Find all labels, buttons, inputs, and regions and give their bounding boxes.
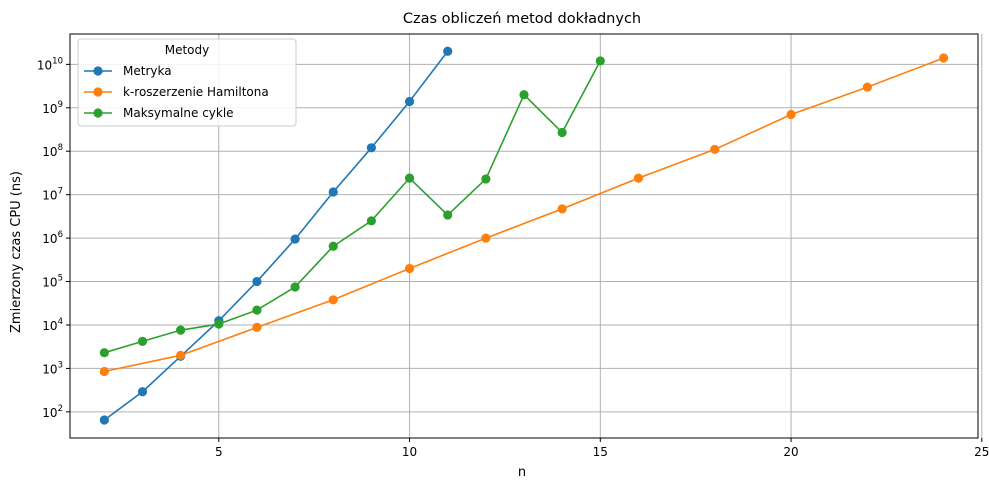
chart-title: Czas obliczeń metod dokładnych	[403, 11, 641, 27]
y-tick-exponent: 8	[58, 143, 63, 153]
data-point	[252, 276, 262, 287]
data-point	[939, 53, 949, 63]
y-tick-exponent: 5	[58, 274, 63, 284]
x-axis-label: n	[518, 465, 526, 480]
series-line	[103, 50, 449, 421]
series-line	[104, 60, 602, 354]
y-tick-base: 10	[42, 362, 57, 376]
data-point	[443, 46, 453, 56]
y-tick-exponent: 4	[58, 317, 63, 327]
y-tick-base: 10	[37, 58, 52, 72]
y-tick-base: 10	[42, 406, 57, 420]
data-point	[519, 90, 529, 100]
y-tick-exponent: 9	[58, 100, 63, 110]
y-tick-exponent: 10	[52, 56, 63, 66]
data-point	[99, 415, 109, 425]
data-point	[176, 325, 186, 335]
x-tick-label: 25	[974, 445, 989, 459]
legend-swatch-marker	[93, 108, 103, 118]
data-point	[214, 319, 224, 329]
legend-entry-label: Maksymalne cykle	[123, 106, 234, 120]
data-point	[137, 336, 148, 346]
data-point	[176, 350, 186, 360]
data-point	[252, 322, 262, 332]
y-tick-exponent: 3	[58, 360, 63, 370]
legend-entry-label: Metryka	[123, 64, 172, 78]
data-point	[481, 233, 491, 243]
data-point	[862, 82, 872, 92]
series-2	[99, 56, 605, 358]
x-tick-label: 10	[402, 445, 417, 459]
data-point	[252, 305, 262, 315]
y-tick-label: 105	[42, 274, 63, 290]
legend: Metody Metryka k-roszerzenie Hamiltona Maks…	[77, 38, 297, 127]
y-tick-base: 10	[42, 102, 57, 116]
data-point	[710, 144, 720, 155]
y-tick-exponent: 6	[58, 230, 63, 240]
data-point	[328, 295, 338, 305]
y-tick-label: 107	[42, 187, 63, 203]
data-point	[366, 143, 376, 153]
data-point	[290, 234, 300, 244]
y-tick-base: 10	[42, 319, 57, 333]
data-point	[404, 96, 415, 107]
y-axis-label: Zmierzony czas CPU (ns)	[9, 171, 24, 333]
x-axis: 5 10 15 20 25	[215, 438, 989, 459]
y-tick-exponent: 7	[58, 187, 63, 197]
data-point	[137, 387, 148, 397]
x-tick-label: 15	[593, 445, 608, 459]
y-tick-base: 10	[42, 232, 57, 246]
series-layer	[99, 46, 949, 425]
x-tick-label: 5	[215, 445, 223, 459]
data-point	[328, 241, 338, 251]
data-point	[328, 187, 338, 197]
y-tick-base: 10	[42, 189, 57, 203]
data-point	[633, 173, 644, 183]
y-tick-exponent: 2	[58, 404, 63, 414]
data-point	[99, 348, 109, 358]
plot-frame	[69, 33, 979, 439]
y-tick-base: 10	[42, 145, 57, 159]
x-tick-label: 20	[783, 445, 798, 459]
data-point	[443, 210, 453, 220]
data-point	[786, 109, 796, 120]
data-point	[290, 282, 300, 292]
legend-box	[77, 38, 297, 127]
data-point	[404, 173, 415, 183]
y-tick-label: 108	[42, 143, 63, 159]
y-tick-label: 1010	[37, 56, 63, 72]
y-tick-label: 104	[42, 317, 63, 333]
y-tick-label: 102	[42, 404, 63, 420]
data-point	[595, 56, 605, 66]
legend-swatch-marker	[93, 87, 103, 97]
y-tick-base: 10	[42, 276, 57, 290]
series-1	[99, 53, 949, 377]
legend-entry-label: k-roszerzenie Hamiltona	[123, 85, 269, 99]
y-tick-label: 106	[42, 230, 63, 246]
y-tick-label: 103	[42, 360, 63, 376]
data-point	[404, 263, 415, 274]
legend-swatch-marker	[93, 66, 103, 76]
data-point	[557, 204, 567, 214]
data-point	[481, 174, 491, 184]
data-point	[557, 127, 567, 138]
y-tick-label: 109	[42, 100, 63, 116]
data-point	[366, 216, 376, 226]
legend-title: Metody	[165, 43, 210, 57]
data-point	[99, 366, 109, 377]
series-line	[104, 57, 944, 373]
